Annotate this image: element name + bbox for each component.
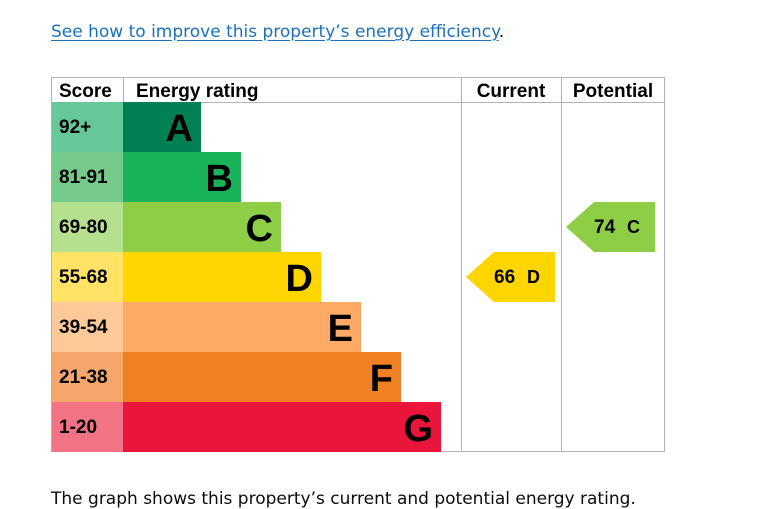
score-label-g: 1-20 [59,417,97,438]
chart-caption: The graph shows this property’s current … [51,489,636,509]
potential-rating-letter: C [627,217,640,237]
band-letter-g: G [403,408,433,450]
score-cell-c [52,202,123,252]
band-bar-d [123,252,321,302]
score-label-c: 69-80 [59,217,108,238]
band-bar-g [123,402,441,452]
score-cell-b [52,152,123,202]
band-bar-a [123,102,201,152]
score-cell-a [52,102,123,152]
band-letter-f: F [370,358,393,400]
current-rating-arrow [466,252,555,302]
score-label-f: 21-38 [59,367,108,388]
band-bar-e [123,302,361,352]
band-letter-d: D [286,258,313,300]
band-bar-f [123,352,401,402]
energy-rating-header: Energy rating [136,81,258,102]
band-letter-a: A [166,108,193,150]
score-label-a: 92+ [59,117,91,138]
potential-rating-arrow [566,202,655,252]
score-label-b: 81-91 [59,167,108,188]
improve-link-line: See how to improve this property’s energ… [51,22,504,42]
current-rating-letter: D [527,267,540,287]
band-bar-b [123,152,241,202]
score-cell-f [52,352,123,402]
band-bar-c [123,202,281,252]
score-label-e: 39-54 [59,317,108,338]
score-cell-e [52,302,123,352]
score-header: Score [59,81,112,102]
link-suffix: . [498,22,505,42]
score-cell-d [52,252,123,302]
score-cell-g [52,402,123,452]
band-letter-c: C [246,208,273,250]
band-letter-e: E [328,308,353,350]
current-header: Current [477,81,546,102]
score-label-d: 55-68 [59,267,108,288]
improve-efficiency-link[interactable]: See how to improve this property’s energ… [51,22,499,42]
potential-header: Potential [573,81,653,102]
current-rating-value: 66 [494,267,515,288]
potential-rating-value: 74 [594,217,616,238]
band-letter-b: B [206,158,233,200]
